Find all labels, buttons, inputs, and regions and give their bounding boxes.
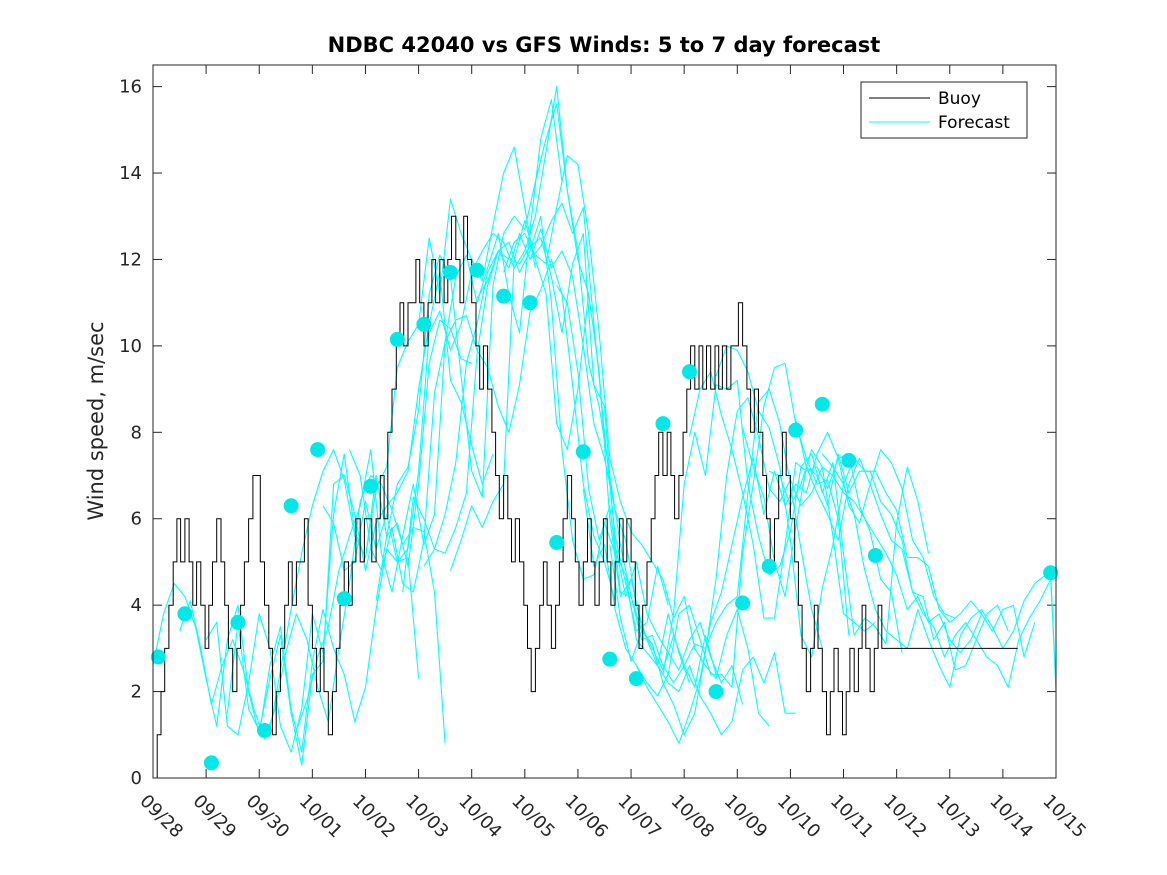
legend-box: [860, 81, 1028, 139]
buoy-series: [153, 215, 1018, 779]
analysis-marker: [681, 364, 697, 380]
forecast-line-10: [423, 215, 691, 684]
forecast-line-15: [556, 285, 823, 684]
y-tick-label: 4: [131, 595, 142, 616]
analysis-marker: [336, 591, 352, 607]
analysis-marker: [496, 288, 512, 304]
analysis-marker: [522, 295, 538, 311]
legend-buoy-label: Buoy: [938, 89, 981, 109]
analysis-marker: [442, 264, 458, 280]
forecast-line-22: [742, 427, 1009, 671]
forecast-line-6: [322, 86, 590, 572]
buoy-line: [153, 215, 1018, 779]
chart-title: NDBC 42040 vs GFS Winds: 5 to 7 day fore…: [328, 33, 881, 57]
plot-frame: [152, 64, 1057, 779]
analysis-marker: [150, 649, 166, 665]
analysis-marker: [708, 684, 724, 700]
forecast-line-19: [662, 379, 930, 675]
forecast-line-18: [635, 431, 903, 744]
analysis-marker: [177, 606, 193, 622]
analysis-marker: [761, 558, 777, 574]
forecast-line-24: [795, 419, 1057, 688]
forecast-line-9: [402, 202, 669, 632]
analysis-marker: [735, 595, 751, 611]
analysis-marker: [310, 442, 326, 458]
y-tick-labels: 0 2 4 6 8 10 12 14 16: [119, 77, 142, 789]
analysis-marker: [602, 651, 618, 667]
y-tick-label: 8: [131, 422, 142, 443]
forecast-line-7: [348, 258, 616, 601]
analysis-marker: [283, 498, 299, 514]
analysis-marker: [788, 422, 804, 438]
y-tick-label: 0: [131, 768, 142, 789]
forecast-line-4: [269, 146, 536, 731]
forecast-line-0: [152, 548, 420, 753]
forecast-line-11: [449, 220, 717, 688]
y-tick-label: 12: [119, 249, 142, 270]
y-tick-label: 16: [119, 77, 142, 98]
analysis-markers: [150, 262, 1059, 771]
analysis-marker: [814, 396, 830, 412]
forecast-line-21: [715, 345, 983, 658]
forecast-line-8: [375, 103, 643, 632]
plot-area: [153, 65, 1056, 778]
forecast-line-12: [476, 232, 744, 705]
forecast-line-5: [295, 99, 563, 731]
y-tick-label: 2: [131, 682, 142, 703]
analysis-marker: [549, 534, 565, 550]
legend: Buoy Forecast: [860, 81, 1028, 139]
legend-forecast-label: Forecast: [938, 113, 1010, 133]
forecast-line-2: [205, 319, 472, 753]
y-axis-label: Wind speed, m/sec: [84, 321, 108, 520]
analysis-marker: [230, 614, 246, 630]
analysis-marker: [841, 452, 857, 468]
analysis-marker: [416, 316, 432, 332]
y-tick-label: 14: [119, 163, 142, 184]
analysis-marker: [469, 262, 485, 278]
y-tick-label: 10: [119, 336, 142, 357]
analysis-marker: [575, 444, 591, 460]
analysis-marker: [363, 478, 379, 494]
analysis-marker: [389, 331, 405, 347]
analysis-marker: [867, 547, 883, 563]
analysis-marker: [655, 416, 671, 432]
forecast-line-16: [582, 362, 850, 697]
analysis-marker: [203, 755, 219, 771]
forecast-line-23: [768, 449, 1036, 658]
y-tick-label: 6: [131, 509, 142, 530]
forecast-line-20: [688, 371, 956, 619]
analysis-marker: [257, 722, 273, 738]
analysis-marker: [628, 671, 644, 687]
analysis-marker: [1043, 565, 1059, 581]
forecast-line-25: [821, 453, 1057, 692]
